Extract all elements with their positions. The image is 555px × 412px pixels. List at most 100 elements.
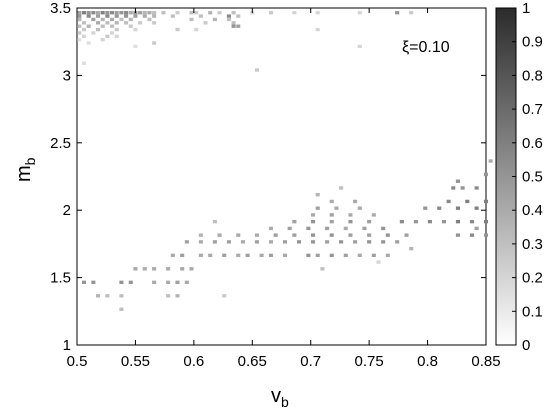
heatmap-cell: [222, 294, 227, 298]
heatmap-cell: [105, 34, 110, 38]
heatmap-cell: [208, 11, 213, 15]
heatmap-cell: [124, 21, 129, 25]
heatmap-cell: [114, 21, 119, 25]
heatmap-cell: [189, 17, 194, 22]
y-tick-label: 3: [63, 67, 71, 84]
heatmap-cell: [208, 253, 213, 258]
heatmap-cell: [381, 226, 386, 231]
heatmap-cell: [194, 27, 199, 32]
heatmap-cell: [287, 226, 292, 231]
heatmap-cell: [114, 11, 119, 15]
colorbar-tick-label: 1: [522, 0, 530, 17]
heatmap-cell: [147, 17, 152, 22]
heatmap-cell: [245, 253, 250, 258]
heatmap-cell: [259, 253, 264, 258]
heatmap-cell: [100, 17, 105, 22]
heatmap-cell: [353, 199, 358, 204]
heatmap-cell: [138, 21, 143, 25]
heatmap-cell: [315, 11, 320, 15]
heatmap-cell: [343, 253, 348, 258]
heatmap-cell: [409, 11, 414, 15]
colorbar-tick-label: 0.2: [522, 270, 543, 287]
heatmap-cell: [483, 233, 489, 237]
heatmap-cell: [483, 172, 489, 177]
heatmap-cell: [385, 253, 390, 258]
heatmap-cell: [212, 17, 217, 22]
x-axis-title-subscript: b: [281, 394, 289, 410]
heatmap-cell: [152, 267, 157, 271]
heatmap-cell: [86, 24, 91, 28]
heatmap-cell: [325, 240, 330, 244]
heatmap-cell: [91, 17, 96, 22]
heatmap-cell: [395, 11, 400, 15]
heatmap-cell: [77, 37, 82, 42]
heatmap-cell: [133, 44, 138, 49]
heatmap-cell: [119, 11, 124, 15]
heatmap-cell: [240, 240, 245, 244]
heatmap-cell: [166, 267, 171, 271]
heatmap-cell: [128, 17, 133, 22]
x-axis-ticks: 0.5 0.55 0.6 0.65 0.7 0.75 0.8 0.85: [67, 8, 501, 370]
heatmap-cell: [86, 41, 91, 45]
heatmap-cell: [329, 219, 334, 224]
heatmap-cell: [91, 31, 96, 35]
heatmap-cell: [437, 206, 442, 210]
colorbar-tick-label: 0.5: [522, 169, 543, 186]
heatmap-cell: [175, 294, 180, 298]
heatmap-cell: [353, 240, 358, 244]
heatmap-cell: [170, 14, 175, 18]
colorbar-tick-label: 0.7: [522, 101, 543, 118]
heatmap-cell: [198, 253, 203, 258]
heatmap-cell: [465, 199, 470, 204]
heatmap-cell: [81, 11, 87, 15]
heatmap-cell: [105, 11, 110, 15]
heatmap-cell: [282, 253, 288, 258]
heatmap-cell: [315, 27, 320, 32]
colorbar-tick-label: 0.4: [522, 202, 543, 219]
heatmap-cell: [325, 226, 330, 231]
heatmap-cell: [441, 219, 446, 224]
heatmap-cell: [254, 233, 260, 237]
heatmap-cell: [455, 179, 460, 183]
heatmap-cell: [451, 186, 456, 190]
heatmap-cell: [152, 21, 157, 25]
heatmap-cell: [231, 11, 236, 15]
heatmap-cell: [184, 280, 189, 284]
colorbar-tick-label: 0.1: [522, 303, 543, 320]
heatmap-cell: [147, 11, 152, 15]
heatmap-cell: [138, 11, 143, 15]
heatmap-cell: [119, 307, 124, 311]
x-axis-title: vb: [271, 385, 289, 410]
heatmap-cell: [110, 24, 115, 28]
heatmap-cell: [455, 233, 460, 237]
heatmap-cell: [119, 280, 124, 284]
heatmap-cell: [91, 280, 96, 284]
heatmap-cell: [95, 27, 101, 32]
heatmap-cell: [455, 219, 460, 224]
heatmap-cell: [296, 240, 302, 244]
heatmap-cell: [292, 11, 297, 15]
heatmap-cell: [81, 27, 87, 32]
heatmap-cell: [282, 240, 288, 244]
heatmap-cell: [166, 294, 171, 298]
heatmap-cell: [161, 11, 166, 15]
heatmap-cell: [95, 11, 101, 15]
heatmap-cell: [273, 233, 278, 237]
heatmap-cell: [236, 14, 241, 18]
heatmap-cell: [343, 226, 348, 231]
heatmap-cell: [105, 21, 110, 25]
heatmap-cell: [268, 240, 274, 244]
heatmap-cell: [77, 11, 82, 15]
y-axis-title-subscript: b: [22, 157, 38, 165]
heatmap-cell: [367, 219, 372, 224]
heatmap-cell: [105, 14, 110, 18]
heatmap-cell: [119, 294, 124, 298]
heatmap-cell: [348, 219, 353, 224]
heatmap-cell: [311, 240, 316, 244]
x-tick-label: 0.7: [300, 353, 321, 370]
heatmap-cell: [152, 11, 157, 15]
heatmap-cell: [371, 253, 376, 258]
heatmap-cell: [110, 17, 115, 22]
heatmap-cell: [236, 233, 241, 237]
y-axis-title-main: m: [13, 165, 35, 182]
